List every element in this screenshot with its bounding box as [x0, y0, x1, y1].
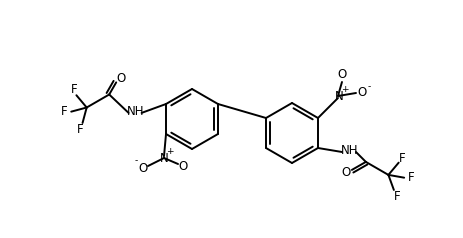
Text: +: + [340, 84, 348, 94]
Text: O: O [138, 162, 147, 174]
Text: N: N [334, 89, 343, 103]
Text: F: F [77, 124, 84, 136]
Text: F: F [393, 190, 399, 203]
Text: O: O [337, 69, 346, 81]
Text: N: N [159, 152, 168, 164]
Text: NH: NH [340, 144, 358, 158]
Text: F: F [399, 152, 405, 165]
Text: -: - [134, 157, 138, 165]
Text: O: O [357, 86, 366, 99]
Text: F: F [407, 171, 413, 184]
Text: -: - [367, 83, 370, 91]
Text: F: F [61, 105, 68, 118]
Text: F: F [71, 83, 77, 96]
Text: O: O [116, 72, 125, 85]
Text: +: + [166, 147, 174, 155]
Text: NH: NH [126, 105, 144, 118]
Text: O: O [340, 166, 350, 179]
Text: O: O [178, 159, 187, 173]
